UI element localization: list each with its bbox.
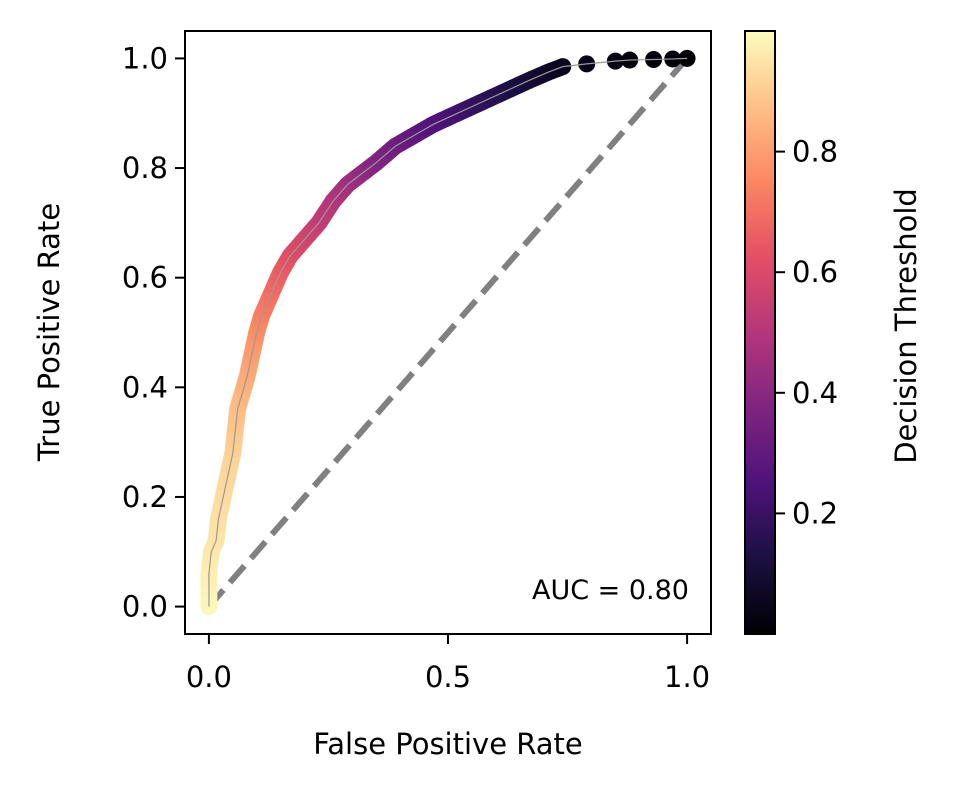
auc-annotation: AUC = 0.80 — [532, 575, 689, 606]
x-axis-label: False Positive Rate — [313, 727, 583, 761]
colorbar-tick-label: 0.6 — [792, 255, 838, 289]
y-tick-label: 0.8 — [122, 151, 168, 185]
colorbar-tick-label: 0.4 — [792, 376, 838, 410]
x-axis-ticks: 0.0 0.5 1.0 — [186, 634, 710, 694]
x-tick-label: 0.0 — [186, 660, 232, 694]
colorbar-tick-label: 0.8 — [792, 135, 838, 169]
y-axis-ticks: 0.0 0.2 0.4 0.6 0.8 1.0 — [122, 41, 185, 624]
y-axis-label: True Positive Rate — [32, 203, 66, 462]
colorbar-ticks: 0.2 0.4 0.6 0.8 — [775, 135, 838, 530]
colorbar-label: Decision Threshold — [889, 188, 923, 464]
colorbar-tick-label: 0.2 — [792, 496, 838, 530]
y-tick-label: 1.0 — [122, 41, 168, 75]
roc-line — [208, 57, 688, 607]
diagonal-reference-line — [206, 56, 690, 609]
roc-point — [678, 49, 696, 67]
y-tick-label: 0.6 — [122, 261, 168, 295]
roc-points — [200, 49, 696, 616]
y-tick-label: 0.2 — [122, 480, 168, 514]
x-tick-label: 1.0 — [664, 660, 710, 694]
x-tick-label: 0.5 — [425, 660, 471, 694]
y-tick-label: 0.0 — [122, 590, 168, 624]
colorbar — [744, 30, 776, 635]
y-tick-label: 0.4 — [122, 370, 168, 404]
